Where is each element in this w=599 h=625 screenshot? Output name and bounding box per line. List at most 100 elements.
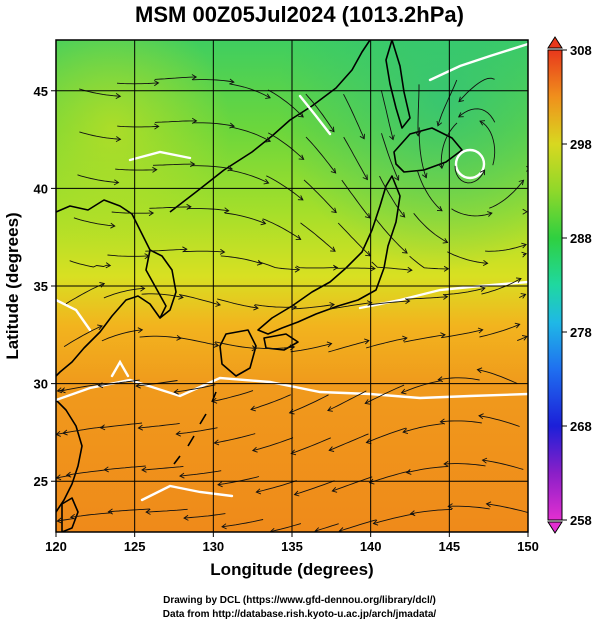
streamline bbox=[418, 127, 427, 178]
streamline-arrowhead bbox=[250, 405, 256, 412]
streamline bbox=[330, 302, 372, 310]
streamline-arrowhead bbox=[482, 260, 489, 267]
lat-lon-grid bbox=[56, 40, 528, 532]
streamline-arrowhead bbox=[457, 112, 464, 118]
north-coast bbox=[169, 40, 371, 213]
streamline bbox=[60, 383, 103, 392]
streamline bbox=[174, 384, 216, 393]
streamline-arrowhead bbox=[439, 418, 446, 425]
contour-line bbox=[56, 298, 92, 332]
streamline bbox=[380, 90, 394, 140]
streamline-arrowhead bbox=[479, 286, 486, 292]
contour-line bbox=[128, 150, 192, 162]
streamline bbox=[289, 394, 329, 414]
streamline bbox=[98, 379, 140, 387]
streamline-arrowhead bbox=[115, 136, 122, 143]
streamline-arrowhead bbox=[338, 527, 345, 532]
streamline bbox=[517, 335, 528, 342]
streamline bbox=[296, 265, 338, 269]
streamline-arrowhead bbox=[393, 175, 400, 181]
credit-data: Data from http://database.rish.kyoto-u.a… bbox=[162, 609, 437, 620]
streamline-arrowhead bbox=[145, 508, 151, 515]
streamline-arrowhead bbox=[479, 120, 486, 126]
streamline bbox=[141, 293, 184, 298]
streamline bbox=[373, 513, 415, 525]
x-tick-label: 145 bbox=[438, 539, 460, 554]
streamline bbox=[410, 509, 452, 515]
streamline bbox=[332, 476, 373, 492]
streamline bbox=[438, 377, 480, 381]
streamline-arrowhead bbox=[409, 510, 416, 517]
streamline-arrowhead bbox=[99, 424, 106, 431]
streamline bbox=[413, 213, 448, 243]
streamline-arrowhead bbox=[364, 213, 371, 219]
streamline bbox=[256, 480, 297, 493]
streamline bbox=[291, 437, 331, 454]
streamline-arrowhead bbox=[518, 179, 525, 186]
streamline-arrowhead bbox=[362, 174, 368, 181]
y-tick-label: 25 bbox=[34, 474, 48, 489]
streamline-arrowhead bbox=[331, 486, 338, 493]
streamline bbox=[221, 519, 264, 528]
streamline bbox=[405, 296, 448, 300]
streamline-arrowhead bbox=[527, 123, 528, 129]
streamline bbox=[477, 369, 518, 384]
streamline bbox=[270, 523, 302, 532]
y-tick-label: 35 bbox=[34, 279, 48, 294]
streamline bbox=[440, 420, 482, 424]
streamline-arrowhead bbox=[115, 93, 122, 100]
streamline-arrowhead bbox=[402, 335, 408, 342]
streamline bbox=[417, 84, 420, 136]
streamline-arrowhead bbox=[330, 246, 336, 252]
streamline-arrowhead bbox=[479, 169, 486, 176]
streamline bbox=[62, 426, 105, 434]
streamline-arrowhead bbox=[223, 207, 230, 214]
streamline-arrowhead bbox=[217, 481, 223, 488]
streamline-arrowhead bbox=[56, 517, 62, 524]
streamline-arrowhead bbox=[477, 327, 484, 334]
streamline-arrowhead bbox=[179, 472, 185, 479]
streamline bbox=[451, 208, 493, 217]
streamline bbox=[104, 465, 146, 471]
colorbar-min-arrow bbox=[547, 521, 563, 534]
streamline bbox=[343, 93, 365, 139]
streamline bbox=[69, 260, 111, 268]
streamline bbox=[479, 323, 520, 338]
streamline bbox=[375, 218, 408, 254]
streamline-arrowhead bbox=[62, 429, 68, 436]
streamline bbox=[479, 120, 496, 166]
streamline-arrowhead bbox=[328, 446, 335, 452]
streamline-arrowhead bbox=[399, 212, 406, 218]
colorbar-tick-label: 278 bbox=[570, 325, 592, 340]
streamline bbox=[230, 83, 271, 99]
streamline-arrowhead bbox=[175, 430, 181, 437]
streamline bbox=[212, 390, 254, 402]
streamline-arrowhead bbox=[221, 523, 227, 530]
streamline-arrowhead bbox=[213, 439, 220, 446]
colorbar-scale bbox=[547, 49, 563, 521]
streamline-arrowhead bbox=[327, 406, 333, 412]
y-tick-label: 40 bbox=[34, 181, 48, 196]
streamline-arrowhead bbox=[56, 387, 63, 394]
streamline bbox=[138, 422, 180, 429]
honshu bbox=[257, 175, 401, 335]
streamline-arrowhead bbox=[522, 208, 528, 215]
streamline-arrowhead bbox=[148, 210, 155, 217]
streamline bbox=[366, 337, 407, 349]
streamline-arrowhead bbox=[183, 514, 189, 521]
streamline bbox=[115, 168, 157, 171]
x-tick-label: 125 bbox=[124, 539, 146, 554]
x-axis-label: Longitude (degrees) bbox=[210, 560, 373, 579]
streamline bbox=[416, 170, 443, 212]
streamline bbox=[252, 346, 295, 349]
streamline-arrowhead bbox=[402, 248, 408, 254]
china-south-coast bbox=[56, 399, 83, 513]
streamline-arrowhead bbox=[265, 137, 272, 143]
streamline bbox=[230, 126, 271, 142]
streamline-arrowhead bbox=[415, 131, 421, 137]
colorbar-tick-label: 258 bbox=[570, 513, 592, 528]
streamline-arrowhead bbox=[294, 266, 301, 273]
streamline bbox=[267, 132, 305, 160]
streamline bbox=[454, 165, 486, 184]
streamline bbox=[70, 512, 113, 518]
